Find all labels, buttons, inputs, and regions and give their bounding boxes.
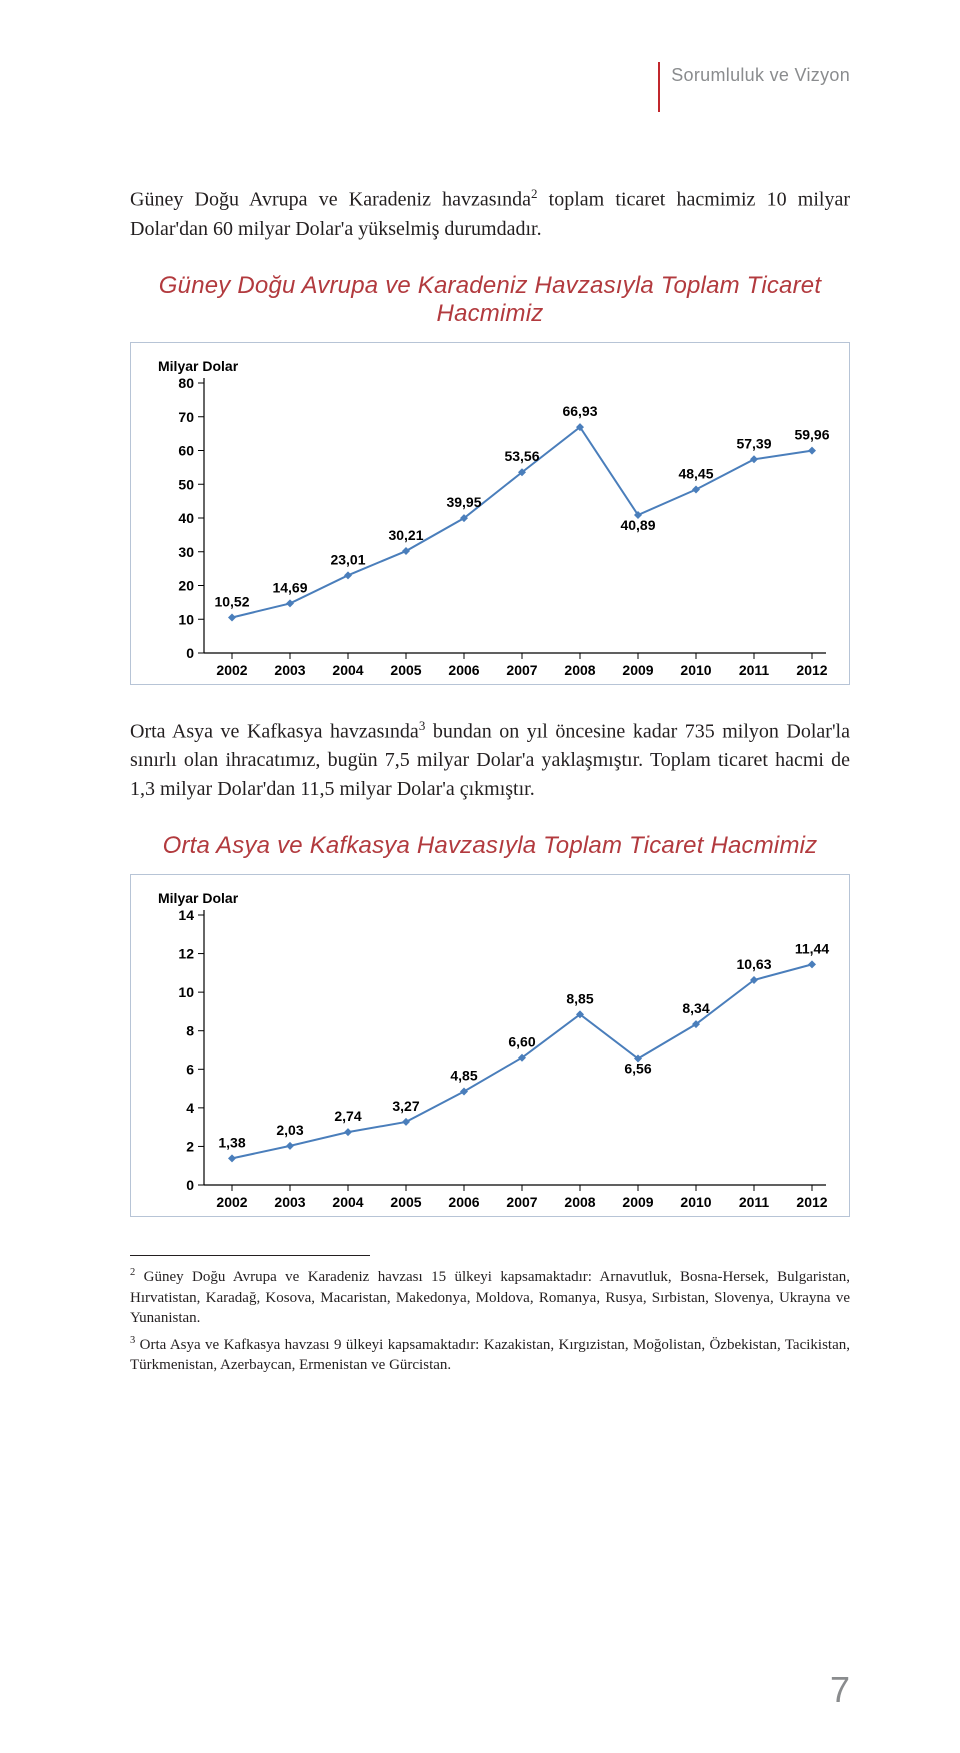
svg-text:2002: 2002 xyxy=(216,662,247,678)
svg-text:14: 14 xyxy=(178,907,194,923)
svg-text:2007: 2007 xyxy=(506,1194,537,1210)
svg-text:2012: 2012 xyxy=(796,1194,827,1210)
svg-text:40,89: 40,89 xyxy=(620,517,655,533)
svg-text:2005: 2005 xyxy=(390,1194,421,1210)
svg-text:2: 2 xyxy=(186,1139,194,1155)
svg-text:8: 8 xyxy=(186,1023,194,1039)
chart-1-svg: Milyar Dolar 0 10 20 30 40 50 60 70 80 2002 2003 200… xyxy=(146,353,836,678)
svg-text:14,69: 14,69 xyxy=(272,579,307,595)
svg-text:39,95: 39,95 xyxy=(446,494,481,510)
footnote-2: 2 Güney Doğu Avrupa ve Karadeniz havzası… xyxy=(130,1266,850,1328)
svg-text:30,21: 30,21 xyxy=(388,527,423,543)
footnote-3-text: Orta Asya ve Kafkasya havzası 9 ülkeyi k… xyxy=(130,1337,850,1373)
svg-text:2010: 2010 xyxy=(680,662,711,678)
page: Sorumluluk ve Vizyon Güney Doğu Avrupa v… xyxy=(0,0,960,1753)
svg-text:11,44: 11,44 xyxy=(795,941,829,957)
svg-text:2,03: 2,03 xyxy=(276,1122,303,1138)
svg-text:2009: 2009 xyxy=(622,1194,653,1210)
svg-text:3,27: 3,27 xyxy=(392,1098,419,1114)
paragraph-2: Orta Asya ve Kafkasya havzasında3 bundan… xyxy=(130,717,850,805)
svg-text:30: 30 xyxy=(178,543,194,559)
chart-2: Milyar Dolar 0 2 4 6 8 10 12 14 2002 2003 2004 2005 2… xyxy=(130,874,850,1217)
svg-text:2003: 2003 xyxy=(274,1194,305,1210)
footnote-3: 3 Orta Asya ve Kafkasya havzası 9 ülkeyi… xyxy=(130,1334,850,1376)
paragraph-1: Güney Doğu Avrupa ve Karadeniz havzasınd… xyxy=(130,185,850,244)
footnote-2-text: Güney Doğu Avrupa ve Karadeniz havzası 1… xyxy=(130,1269,850,1326)
svg-text:50: 50 xyxy=(178,476,194,492)
paragraph-2-a: Orta Asya ve Kafkasya havzasında xyxy=(130,720,419,742)
svg-text:2005: 2005 xyxy=(390,662,421,678)
svg-text:2009: 2009 xyxy=(622,662,653,678)
svg-text:2011: 2011 xyxy=(739,662,770,678)
svg-text:66,93: 66,93 xyxy=(562,403,597,419)
chart-2-svg: Milyar Dolar 0 2 4 6 8 10 12 14 2002 2003 2004 2005 2… xyxy=(146,885,836,1210)
svg-text:6,56: 6,56 xyxy=(624,1061,651,1077)
svg-text:2004: 2004 xyxy=(332,662,363,678)
footnotes: 2 Güney Doğu Avrupa ve Karadeniz havzası… xyxy=(130,1255,850,1375)
svg-text:8,85: 8,85 xyxy=(566,991,593,1007)
svg-text:Milyar Dolar: Milyar Dolar xyxy=(158,890,239,906)
svg-text:0: 0 xyxy=(186,645,194,661)
svg-text:60: 60 xyxy=(178,442,194,458)
svg-text:2003: 2003 xyxy=(274,662,305,678)
chart-1: Milyar Dolar 0 10 20 30 40 50 60 70 80 2002 2003 200… xyxy=(130,342,850,685)
svg-text:48,45: 48,45 xyxy=(678,465,713,481)
svg-text:59,96: 59,96 xyxy=(794,426,829,442)
section-name: Sorumluluk ve Vizyon xyxy=(671,65,850,86)
footnote-rule xyxy=(130,1255,370,1256)
chart-1-title: Güney Doğu Avrupa ve Karadeniz Havzasıyl… xyxy=(130,272,850,328)
svg-text:8,34: 8,34 xyxy=(682,1000,709,1016)
svg-text:2012: 2012 xyxy=(796,662,827,678)
svg-text:2,74: 2,74 xyxy=(334,1108,361,1124)
svg-text:23,01: 23,01 xyxy=(330,551,365,567)
svg-text:2006: 2006 xyxy=(448,662,479,678)
page-number: 7 xyxy=(830,1669,850,1711)
svg-text:53,56: 53,56 xyxy=(504,448,539,464)
svg-text:4,85: 4,85 xyxy=(450,1068,477,1084)
svg-text:2008: 2008 xyxy=(564,1194,595,1210)
svg-text:2011: 2011 xyxy=(739,1194,770,1210)
svg-text:10: 10 xyxy=(178,984,194,1000)
svg-text:10,52: 10,52 xyxy=(214,593,249,609)
svg-text:Milyar Dolar: Milyar Dolar xyxy=(158,358,239,374)
svg-text:2008: 2008 xyxy=(564,662,595,678)
svg-text:10,63: 10,63 xyxy=(736,956,771,972)
svg-text:70: 70 xyxy=(178,408,194,424)
chart-2-title: Orta Asya ve Kafkasya Havzasıyla Toplam … xyxy=(130,832,850,860)
header-rule xyxy=(658,62,660,112)
svg-text:0: 0 xyxy=(186,1177,194,1193)
svg-text:6,60: 6,60 xyxy=(508,1034,535,1050)
svg-text:2002: 2002 xyxy=(216,1194,247,1210)
paragraph-1-a: Güney Doğu Avrupa ve Karadeniz havzasınd… xyxy=(130,189,531,211)
svg-text:12: 12 xyxy=(178,946,194,962)
svg-text:40: 40 xyxy=(178,510,194,526)
svg-text:1,38: 1,38 xyxy=(218,1135,245,1151)
svg-text:20: 20 xyxy=(178,577,194,593)
svg-text:4: 4 xyxy=(186,1100,194,1116)
svg-text:6: 6 xyxy=(186,1062,194,1078)
svg-text:10: 10 xyxy=(178,611,194,627)
svg-text:57,39: 57,39 xyxy=(736,435,771,451)
svg-text:2007: 2007 xyxy=(506,662,537,678)
svg-text:2010: 2010 xyxy=(680,1194,711,1210)
svg-text:2006: 2006 xyxy=(448,1194,479,1210)
svg-text:2004: 2004 xyxy=(332,1194,363,1210)
svg-text:80: 80 xyxy=(178,375,194,391)
